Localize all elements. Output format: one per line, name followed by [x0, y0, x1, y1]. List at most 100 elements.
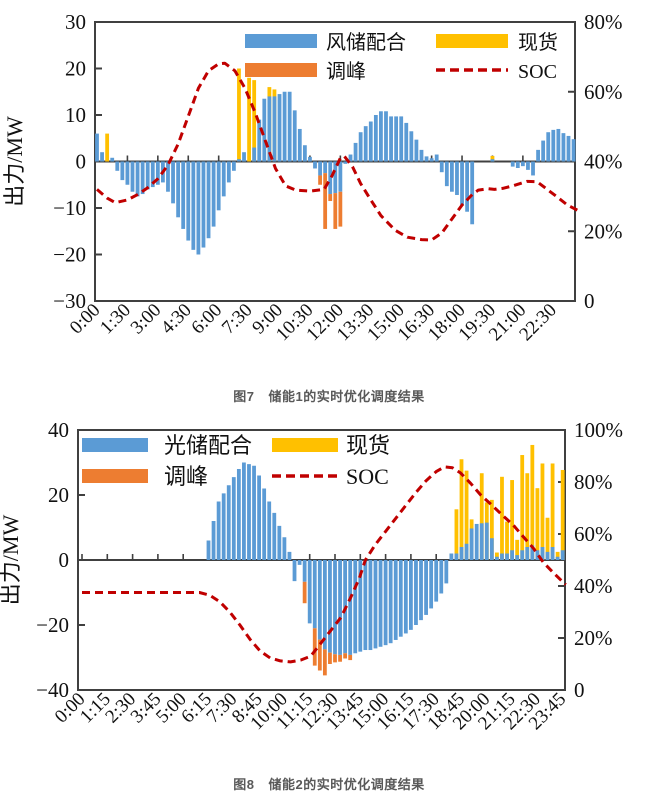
bar-peak — [323, 173, 328, 229]
bar-combo — [125, 161, 130, 185]
bar-combo — [419, 560, 423, 621]
bar-spot — [479, 473, 484, 560]
bar-peak — [333, 193, 338, 229]
bar-combo — [257, 475, 261, 560]
bar-spot — [495, 552, 499, 560]
left-tick-label: −10 — [53, 196, 86, 220]
bar-combo — [277, 94, 282, 162]
bar-combo — [429, 158, 434, 162]
bar-combo — [384, 111, 388, 162]
bar-peak — [328, 194, 333, 202]
bar-spot — [505, 521, 509, 560]
bar-peak — [338, 654, 342, 662]
left-tick-label: 20 — [65, 57, 86, 81]
bar-combo — [389, 116, 393, 162]
y-axes: 40 20 0 −20 −40 100% 80% 60% 40% 20% 0 — [36, 418, 623, 702]
figure-8-title: 储能2的实时优化调度结果 — [268, 777, 425, 792]
bar-combo — [302, 145, 307, 162]
bar-combo — [424, 560, 428, 615]
bar-spot — [540, 463, 545, 560]
bar-combo — [226, 161, 231, 183]
bar-spot — [252, 80, 257, 162]
x-axis: 0:001:303:004:306:007:309:0010:3012:0013… — [66, 155, 561, 345]
bar-combo — [383, 560, 388, 646]
chart-root: 3020100−10−20−3080%60%40%20%00:001:303:0… — [2, 10, 623, 345]
bar-spot — [555, 551, 560, 560]
bar-combo — [358, 560, 363, 652]
bar-combo — [434, 154, 439, 162]
figure-7: 30 20 10 0 −10 −20 −30 80% 60% 40% 20% 0 0:00 1:30 3:0… — [0, 0, 658, 404]
bar-combo — [297, 560, 302, 565]
bar-peak — [312, 628, 317, 666]
right-tick-label: 0 — [584, 289, 595, 313]
bar-combo — [556, 128, 561, 162]
bar-combo — [166, 161, 170, 192]
right-tick-label: 0 — [574, 678, 585, 702]
bar-combo — [216, 501, 221, 560]
bar-combo — [257, 119, 262, 162]
left-tick-label: 30 — [65, 10, 86, 34]
bar-combo — [287, 91, 292, 162]
bar-combo — [560, 550, 565, 560]
left-tick-label: 0 — [59, 548, 70, 572]
bar-combo — [515, 161, 520, 169]
legend-label-combo: 光储配合 — [164, 433, 252, 458]
legend-label-combo: 风储配合 — [326, 31, 406, 54]
bar-combo — [252, 147, 257, 162]
soc-line — [82, 465, 567, 664]
bar-spot — [490, 155, 495, 162]
y-axis-title: 出力/MW — [2, 116, 27, 207]
bar-combo — [419, 149, 424, 162]
bar-combo — [292, 560, 297, 582]
bar-combo — [221, 493, 226, 560]
x-tick-label: 6:00 — [187, 300, 226, 339]
bar-peak — [318, 175, 322, 185]
bar-combo — [449, 553, 454, 560]
right-tick-label: 100% — [574, 418, 623, 442]
bar-combo — [535, 550, 540, 560]
bar-spot — [545, 517, 550, 560]
bar-combo — [191, 161, 196, 250]
bar-combo — [536, 149, 540, 162]
bar-combo — [394, 116, 399, 162]
bar-combo — [140, 161, 145, 195]
bar-spot — [520, 455, 525, 560]
bar-combo — [247, 464, 251, 560]
bar-combo — [221, 161, 226, 197]
bar-combo — [155, 161, 160, 185]
bar-spot — [459, 459, 464, 560]
bars — [206, 444, 565, 676]
bar-combo — [515, 555, 520, 560]
bar-combo — [226, 485, 231, 560]
x-tick-label: 7:30 — [218, 300, 257, 339]
bar-combo — [338, 560, 342, 655]
right-tick-label: 60% — [584, 80, 623, 104]
chart-root: 40 20 0 −20 −40 100% 80% 60% 40% 20% 00:001:152:30… — [0, 418, 623, 734]
bar-combo — [368, 121, 373, 162]
legend-swatch-peak — [245, 63, 317, 77]
bar-combo — [490, 159, 495, 162]
figure-8-caption: 图8 储能2的实时优化调度结果 — [0, 774, 658, 793]
bar-combo — [566, 135, 571, 162]
bar-spot — [525, 473, 530, 560]
bar-combo — [313, 161, 317, 169]
figure-7-number: 图7 — [233, 389, 255, 404]
bar-combo — [465, 161, 470, 212]
bar-combo — [145, 161, 150, 190]
bar-combo — [333, 161, 338, 194]
bar-combo — [500, 553, 504, 560]
right-tick-label: 80% — [584, 10, 623, 34]
bar-combo — [353, 560, 358, 654]
bar-combo — [201, 161, 206, 248]
y-axis-title: 出力/MW — [0, 515, 23, 606]
bar-combo — [231, 161, 236, 171]
bar-spot — [500, 476, 504, 560]
bar-combo — [561, 133, 566, 162]
bar-peak — [317, 639, 322, 671]
left-tick-label: −20 — [53, 243, 86, 267]
bar-combo — [322, 560, 327, 650]
bar-combo — [469, 528, 474, 560]
bar-combo — [237, 159, 241, 162]
bar-combo — [181, 161, 186, 229]
